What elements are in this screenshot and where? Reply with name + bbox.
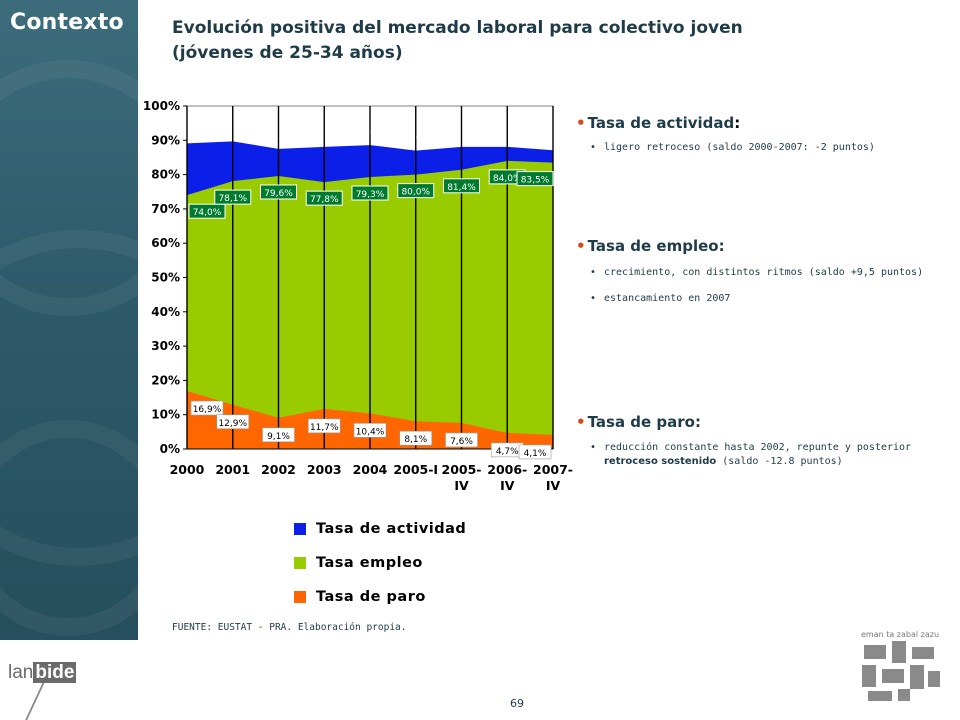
- x-tick-label: 2004: [353, 462, 388, 477]
- y-tick-label: 70%: [151, 202, 180, 216]
- data-label-box-paro: [353, 423, 387, 438]
- x-tick-label: IV: [454, 478, 469, 493]
- data-label-paro: 9,1%: [267, 432, 290, 442]
- data-label-empleo: 84,0%: [493, 174, 522, 184]
- data-label-empleo: 79,3%: [356, 190, 385, 200]
- data-label-empleo: 79,6%: [264, 189, 293, 199]
- page-number: 69: [510, 697, 524, 710]
- x-tick-label: 2000: [170, 462, 205, 477]
- data-label-box-paro: [518, 444, 552, 460]
- data-label-box-empleo: [188, 203, 226, 219]
- legend-item-actividad: Tasa de actividad: [294, 518, 466, 540]
- data-label-empleo: 78,1%: [218, 194, 247, 204]
- chart-legend: Tasa de actividad Tasa empleo Tasa de pa…: [286, 514, 570, 616]
- data-label-box-empleo: [351, 185, 389, 201]
- data-label-box-paro: [262, 427, 295, 443]
- data-label-empleo: 80,0%: [401, 188, 430, 198]
- data-label-paro: 8,1%: [404, 435, 427, 445]
- data-label-box-empleo: [260, 184, 297, 200]
- data-label-actividad: 89,7%: [218, 124, 247, 134]
- legend-label-actividad: Tasa de actividad: [316, 521, 467, 537]
- data-label-empleo: 77,8%: [310, 195, 339, 205]
- y-tick-label: 0%: [160, 442, 180, 456]
- panel-actividad: •Tasa de actividad: ligero retroceso (sa…: [576, 114, 946, 155]
- data-label-empleo: 81,4%: [447, 183, 476, 193]
- eman-ta-zabal-zazu-logo: eman ta zabal zazu: [858, 630, 942, 710]
- data-label-paro: 4,1%: [524, 449, 547, 459]
- panel-empleo-title: • Tasa de empleo:: [576, 237, 725, 255]
- y-tick-label: 40%: [151, 305, 180, 319]
- data-label-box-paro: [445, 432, 478, 448]
- lanbide-logo: lan bide: [8, 662, 77, 683]
- data-label-paro: 4,7%: [496, 447, 519, 457]
- data-label-box-paro: [399, 430, 433, 446]
- y-tick-label: 100%: [143, 99, 180, 113]
- legend-label-empleo: Tasa empleo: [316, 555, 423, 571]
- data-label-actividad: 87,5%: [264, 132, 293, 142]
- x-tick-label: 2002: [261, 462, 296, 477]
- legend-swatch-empleo: [294, 557, 306, 569]
- data-label-box-paro: [307, 418, 341, 434]
- data-label-paro: 11,7%: [310, 423, 339, 433]
- panel-paro-bullet-1: reducción constante hasta 2002, repunte …: [576, 441, 946, 469]
- data-label-box-empleo: [214, 189, 252, 205]
- data-label-actividad: 88,1%: [310, 130, 339, 140]
- x-tick-label: 2006-: [487, 462, 527, 477]
- data-label-actividad: 88,1%: [447, 130, 476, 140]
- data-label-box-paro: [190, 400, 224, 416]
- panel-empleo-bullet-1: crecimiento, con distintos ritmos (saldo…: [576, 266, 946, 280]
- data-label-empleo: 74,0%: [193, 208, 222, 218]
- panel-empleo-bullet-2: estancamiento en 2007: [576, 292, 946, 306]
- data-label-paro: 10,4%: [356, 427, 385, 437]
- data-label-box-empleo: [516, 171, 554, 187]
- y-tick-label: 50%: [151, 271, 180, 285]
- data-label-box-paro: [216, 414, 250, 430]
- data-label-paro: 7,6%: [450, 437, 473, 447]
- legend-label-paro: Tasa de paro: [316, 589, 426, 605]
- x-tick-label: 2007-: [533, 462, 573, 477]
- source-note: FUENTE: EUSTAT - PRA. Elaboración propia…: [172, 622, 407, 633]
- y-tick-label: 20%: [151, 373, 180, 387]
- sidebar: [0, 0, 138, 720]
- x-tick-label: 2005-I: [393, 462, 438, 477]
- x-tick-label: 2003: [307, 462, 342, 477]
- university-seal-icon: [862, 641, 940, 701]
- legend-item-empleo: Tasa empleo: [294, 552, 423, 574]
- data-label-paro: 16,9%: [193, 405, 222, 415]
- data-label-actividad: 88,1%: [493, 130, 522, 140]
- y-tick-label: 80%: [151, 168, 180, 182]
- y-tick-label: 10%: [151, 408, 180, 422]
- panel-actividad-bullet-1: ligero retroceso (saldo 2000-2007: -2 pu…: [576, 141, 946, 155]
- data-label-box-empleo: [397, 183, 435, 199]
- data-label-actividad: 88,6%: [356, 128, 385, 138]
- legend-item-paro: Tasa de paro: [294, 586, 426, 608]
- y-tick-label: 30%: [151, 339, 180, 353]
- panel-paro-title: • Tasa de paro:: [576, 413, 701, 431]
- data-label-paro: 12,9%: [218, 419, 247, 429]
- data-label-box-empleo: [443, 178, 480, 194]
- data-label-box-empleo: [305, 190, 343, 206]
- page-title: Evolución positiva del mercado laboral p…: [172, 16, 743, 66]
- section-title: Contexto: [10, 10, 124, 35]
- x-tick-label: 2005-: [442, 462, 482, 477]
- panel-actividad-title: • Tasa de actividad:: [576, 114, 741, 132]
- data-label-empleo: 83,5%: [521, 176, 550, 186]
- title-line-2: (jóvenes de 25-34 años): [172, 43, 403, 63]
- title-line-1: Evolución positiva del mercado laboral p…: [172, 18, 743, 38]
- data-label-actividad: 87,0%: [401, 134, 430, 144]
- x-tick-label: 2001: [215, 462, 250, 477]
- panel-empleo: •Tasa de empleo: crecimiento, con distin…: [576, 237, 946, 306]
- panel-paro: •Tasa de paro: reducción constante hasta…: [576, 413, 946, 469]
- x-tick-label: IV: [546, 478, 561, 493]
- data-label-actividad: 89,1%: [193, 126, 222, 136]
- data-label-actividad: 87,1%: [521, 133, 550, 143]
- y-tick-label: 90%: [151, 133, 180, 147]
- legend-swatch-actividad: [294, 523, 306, 535]
- x-tick-label: IV: [500, 478, 515, 493]
- y-tick-label: 60%: [151, 236, 180, 250]
- legend-swatch-paro: [294, 591, 306, 603]
